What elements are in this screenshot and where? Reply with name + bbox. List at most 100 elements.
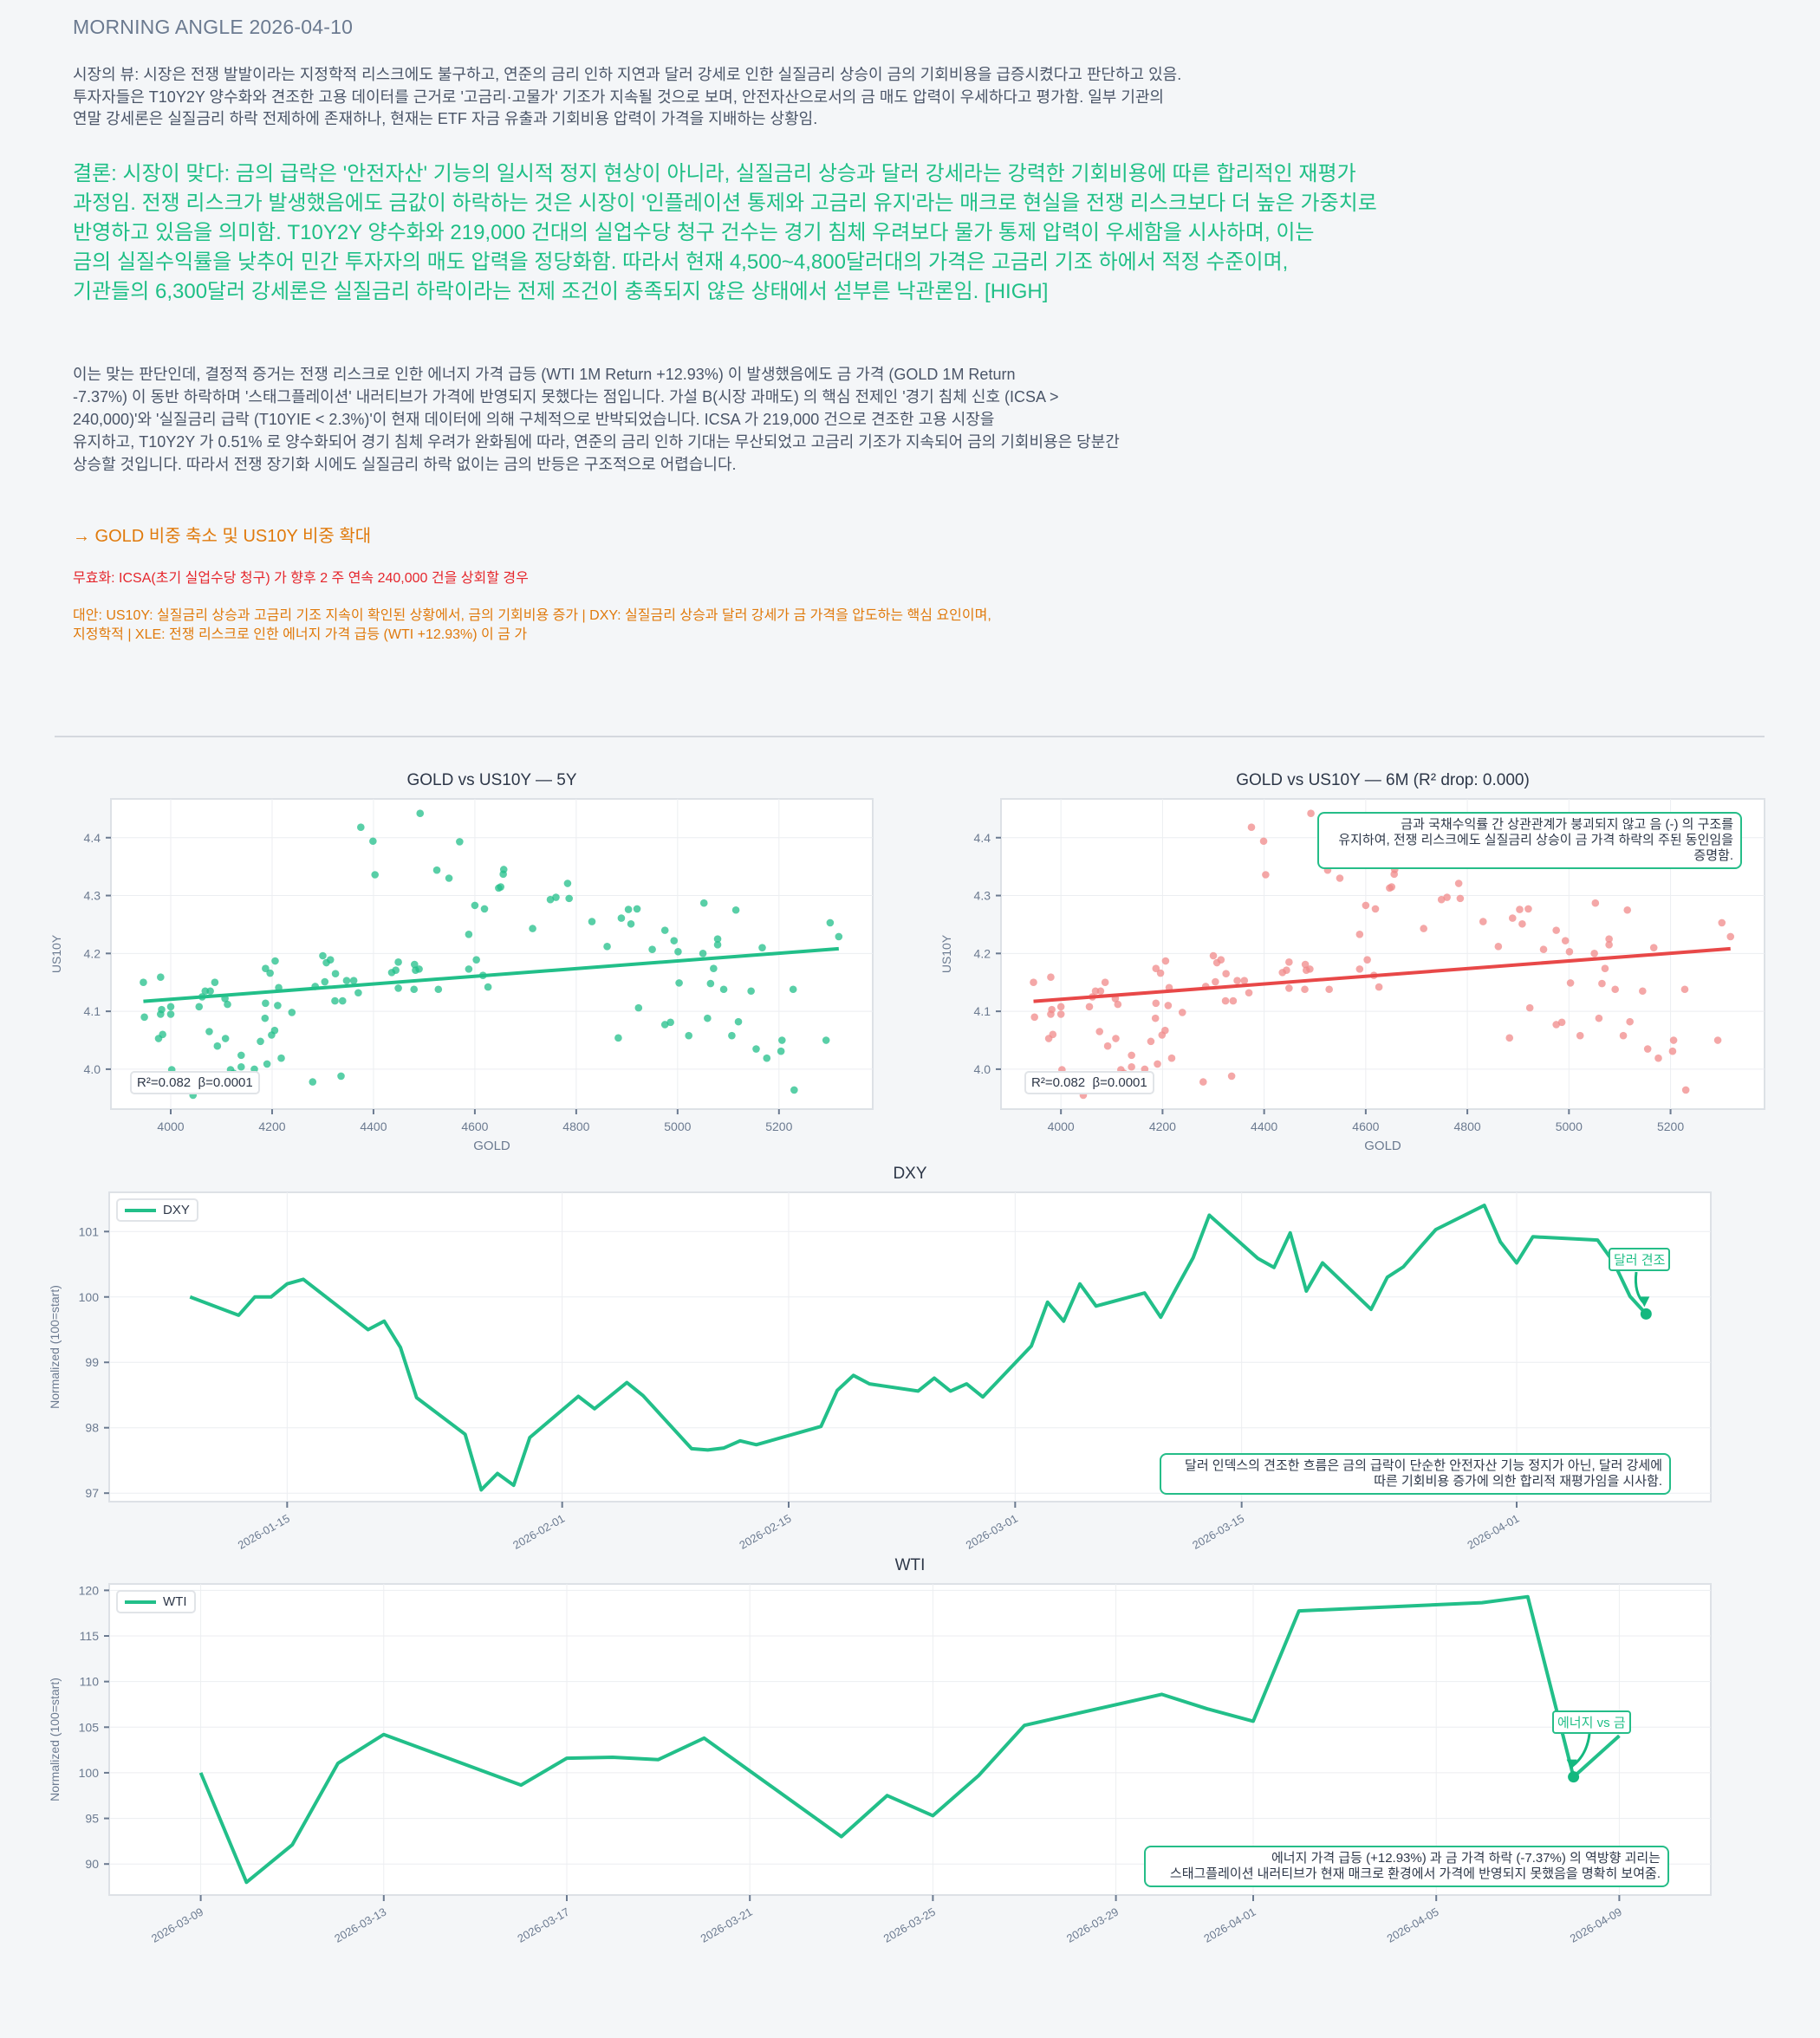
scatter-point (266, 969, 274, 977)
scatter-point (237, 1051, 245, 1060)
scatter-point (274, 1002, 282, 1009)
y-tick-label: 95 (85, 1812, 99, 1826)
scatter-point (719, 985, 728, 994)
scatter-point (1566, 979, 1575, 987)
scatter-point (1516, 905, 1524, 913)
x-tick-label: 2026-04-09 (1568, 1905, 1624, 1945)
scatter-point (1611, 985, 1619, 994)
scatter-point (731, 905, 740, 914)
text-line: 결론: 시장이 맞다: 금의 급락은 '안전자산' 기능의 일시적 정지 현상이… (73, 162, 1356, 185)
scatter-point (471, 901, 479, 910)
legend-label: WTI (163, 1594, 187, 1609)
scatter-point (1262, 871, 1270, 879)
wti-marker-label: 에너지 vs 금 (1552, 1710, 1631, 1734)
scatter-point (778, 1036, 786, 1044)
dxy-annotation: 달러 인덱스의 견조한 흐름은 금의 급락이 단순한 안전자산 기능 정지가 아… (1160, 1453, 1671, 1495)
scatter-point (349, 977, 358, 985)
scatter-point (394, 984, 402, 992)
y-tick-label: 97 (85, 1486, 99, 1500)
scatter-point (354, 989, 362, 997)
scatter-point (822, 1036, 830, 1044)
y-tick-label: 4.4 (974, 831, 991, 845)
scatter-point (1420, 925, 1427, 932)
scatter-point (1552, 926, 1560, 934)
scatter-point (1049, 1030, 1057, 1039)
scatter-point (1030, 1013, 1038, 1022)
text-line: 유지하여, 전쟁 리스크에도 실질금리 상승이 금 가격 하락의 주된 동인임을 (1338, 833, 1733, 847)
scatter-point (666, 1018, 674, 1027)
scatter-point (1565, 948, 1574, 956)
scatter-point (1151, 1014, 1160, 1022)
scatter-point (1085, 1003, 1094, 1011)
chart-title: DXY (893, 1165, 926, 1183)
scatter-point (624, 905, 633, 913)
scatter-point (321, 977, 329, 986)
y-tick-label: 120 (79, 1583, 100, 1597)
x-tick-label: 4600 (461, 1120, 488, 1133)
x-tick-label: 2026-03-21 (699, 1905, 755, 1945)
scatter-point (1363, 956, 1371, 964)
scatter-point (1590, 950, 1598, 957)
scatter-point (1056, 1003, 1065, 1011)
scatter-point (763, 1054, 771, 1062)
scatter-point (648, 945, 656, 953)
scatter-point (337, 1072, 345, 1081)
y-tick-label: 90 (85, 1857, 99, 1871)
scatter-point (195, 1003, 204, 1011)
scatter-point (1096, 987, 1105, 996)
scatter-point (338, 996, 347, 1005)
scatter-point (1128, 1062, 1135, 1071)
regression-stats-6m: R²=0.082 β=0.0001 (1024, 1071, 1154, 1094)
scatter-point (159, 1030, 166, 1039)
scatter-point (371, 871, 379, 879)
y-tick-label: 101 (79, 1224, 100, 1238)
scatter-point (140, 1013, 148, 1022)
x-tick-label: 4200 (1149, 1120, 1176, 1133)
scatter-point (213, 1042, 222, 1050)
scatter-point (713, 941, 722, 949)
text-line: 시장의 뷰: 시장은 전쟁 발발이라는 지정학적 리스크에도 불구하고, 연준의… (73, 66, 1182, 83)
scatter-point (1112, 1035, 1120, 1042)
scatter-point (660, 926, 669, 934)
scatter-point (465, 965, 473, 973)
scatter-point (1209, 951, 1218, 960)
scatter-point (614, 1034, 622, 1042)
scatter-point (288, 1009, 296, 1016)
series-line-dxy (189, 1204, 1648, 1492)
page-title: MORNING ANGLE 2026-04-10 (73, 16, 354, 38)
scatter-point (1539, 945, 1548, 953)
scatter-point (410, 985, 419, 994)
wti-legend: WTI (116, 1590, 196, 1613)
scatter-point (277, 1054, 285, 1062)
scatter-point (1626, 1017, 1634, 1026)
scatter-point (1619, 1031, 1628, 1040)
scatter-point (790, 1086, 798, 1094)
scatter-point (262, 999, 270, 1008)
scatter-point (1030, 978, 1037, 987)
market-view-paragraph: 시장의 뷰: 시장은 전쟁 발발이라는 지정학적 리스크에도 불구하고, 연준의… (73, 64, 1181, 131)
scatter-point (1056, 1010, 1065, 1018)
x-tick-label: 2026-03-25 (881, 1905, 938, 1945)
x-tick-label: 5200 (765, 1120, 792, 1133)
scatter-point (1623, 905, 1632, 914)
scatter-point (1371, 905, 1380, 913)
scatter-point (1518, 919, 1526, 928)
text-line: 증명함. (1693, 848, 1733, 863)
invalidation-condition: 무효화: ICSA(초기 실업수당 청구) 가 향후 2 주 연속 240,00… (73, 571, 529, 586)
x-tick-label: 2026-03-13 (332, 1905, 388, 1945)
scatter-point (331, 996, 339, 1005)
y-tick-label: 4.1 (974, 1004, 991, 1018)
scatter-point (704, 1014, 712, 1022)
scatter-point (603, 943, 611, 951)
scatter-point (319, 951, 327, 960)
text-line: 240,000)'와 '실질금리 급락 (T10YIE < 2.3%)'이 현재… (73, 411, 995, 428)
scatter-point (826, 918, 835, 927)
scatter-point (734, 1017, 743, 1026)
chart-2: DXY Normalized (100=start) 2026-01-15 2026-… (48, 1165, 1712, 1552)
scatter-point (1240, 977, 1249, 985)
x-tick-label: 2026-01-15 (236, 1512, 292, 1552)
y-tick-label: 105 (79, 1720, 100, 1734)
scatter-point (1557, 1018, 1566, 1027)
scatter-point (1164, 1002, 1173, 1009)
